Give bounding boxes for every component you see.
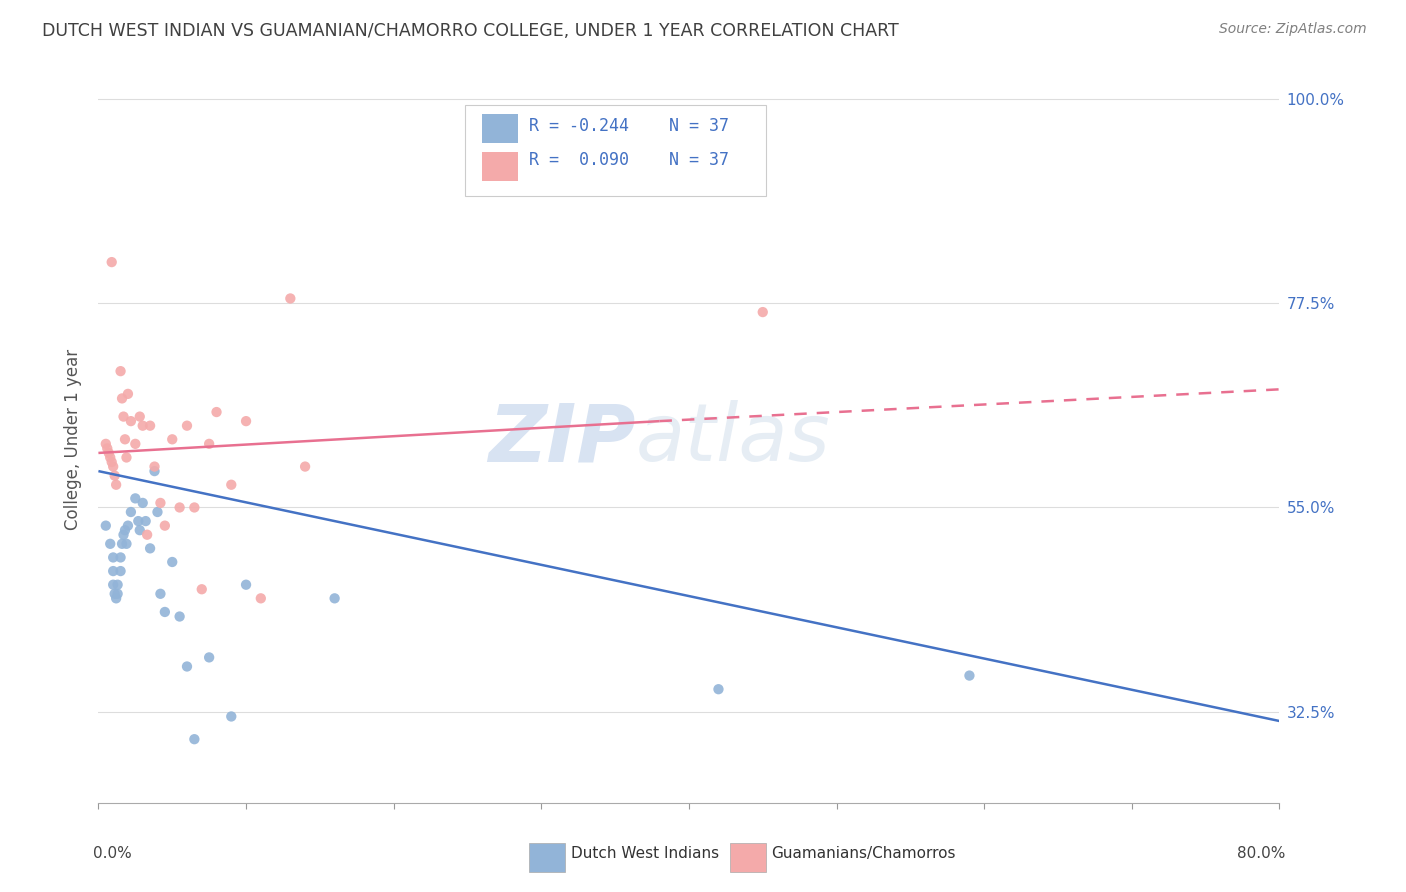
- Point: [149, 496, 172, 510]
- Point: [104, 587, 127, 601]
- Text: R =  0.090    N = 37: R = 0.090 N = 37: [530, 151, 730, 169]
- Point: [120, 414, 142, 428]
- Point: [111, 537, 134, 551]
- Point: [110, 550, 132, 565]
- Point: [107, 587, 129, 601]
- Point: [124, 437, 146, 451]
- Point: [183, 732, 205, 747]
- Point: [139, 418, 162, 433]
- Text: atlas: atlas: [636, 401, 831, 478]
- Point: [153, 518, 176, 533]
- FancyBboxPatch shape: [464, 105, 766, 195]
- Point: [97, 446, 120, 460]
- Point: [153, 605, 176, 619]
- Point: [132, 496, 155, 510]
- Point: [98, 537, 121, 551]
- Point: [120, 505, 142, 519]
- Text: 80.0%: 80.0%: [1237, 847, 1285, 861]
- Text: Guamanians/Chamorros: Guamanians/Chamorros: [772, 847, 956, 862]
- Point: [105, 477, 128, 491]
- Point: [115, 450, 138, 465]
- Point: [191, 582, 214, 597]
- Point: [198, 650, 221, 665]
- Point: [235, 578, 257, 592]
- Point: [96, 442, 118, 456]
- Point: [112, 409, 135, 424]
- Point: [103, 550, 125, 565]
- Point: [169, 609, 191, 624]
- Point: [959, 668, 981, 682]
- Point: [139, 541, 162, 556]
- Point: [103, 578, 125, 592]
- Point: [176, 659, 198, 673]
- Point: [117, 387, 139, 401]
- Point: [103, 459, 125, 474]
- Point: [110, 564, 132, 578]
- Y-axis label: College, Under 1 year: College, Under 1 year: [65, 349, 83, 530]
- Point: [110, 364, 132, 378]
- Point: [169, 500, 191, 515]
- Point: [94, 437, 117, 451]
- Text: 0.0%: 0.0%: [93, 847, 131, 861]
- Bar: [730, 843, 766, 871]
- Point: [143, 464, 166, 478]
- Point: [104, 468, 127, 483]
- Point: [136, 527, 159, 541]
- Point: [127, 514, 149, 528]
- Point: [115, 537, 138, 551]
- Point: [111, 392, 134, 406]
- Point: [128, 409, 150, 424]
- Point: [112, 527, 135, 541]
- Point: [135, 514, 157, 528]
- Text: Dutch West Indians: Dutch West Indians: [571, 847, 718, 862]
- Point: [294, 459, 316, 474]
- Point: [105, 591, 128, 606]
- Point: [221, 477, 243, 491]
- Point: [132, 418, 155, 433]
- Bar: [530, 843, 565, 871]
- Text: ZIP: ZIP: [488, 401, 636, 478]
- Point: [323, 591, 346, 606]
- Point: [250, 591, 273, 606]
- Point: [114, 432, 136, 446]
- Point: [162, 555, 183, 569]
- Point: [98, 450, 121, 465]
- Text: Source: ZipAtlas.com: Source: ZipAtlas.com: [1219, 22, 1367, 37]
- Point: [117, 518, 139, 533]
- Point: [235, 414, 257, 428]
- Bar: [482, 114, 517, 144]
- Point: [114, 523, 136, 537]
- Point: [176, 418, 198, 433]
- Point: [103, 564, 125, 578]
- Point: [100, 255, 122, 269]
- Bar: [482, 153, 517, 181]
- Point: [146, 505, 169, 519]
- Point: [128, 523, 150, 537]
- Point: [162, 432, 183, 446]
- Point: [100, 455, 122, 469]
- Point: [280, 292, 302, 306]
- Point: [707, 682, 730, 697]
- Point: [124, 491, 146, 506]
- Point: [143, 459, 166, 474]
- Point: [752, 305, 775, 319]
- Point: [107, 578, 129, 592]
- Text: R = -0.244    N = 37: R = -0.244 N = 37: [530, 117, 730, 136]
- Point: [221, 709, 243, 723]
- Point: [183, 500, 205, 515]
- Point: [94, 518, 117, 533]
- Point: [149, 587, 172, 601]
- Point: [198, 437, 221, 451]
- Point: [205, 405, 228, 419]
- Text: DUTCH WEST INDIAN VS GUAMANIAN/CHAMORRO COLLEGE, UNDER 1 YEAR CORRELATION CHART: DUTCH WEST INDIAN VS GUAMANIAN/CHAMORRO …: [42, 22, 898, 40]
